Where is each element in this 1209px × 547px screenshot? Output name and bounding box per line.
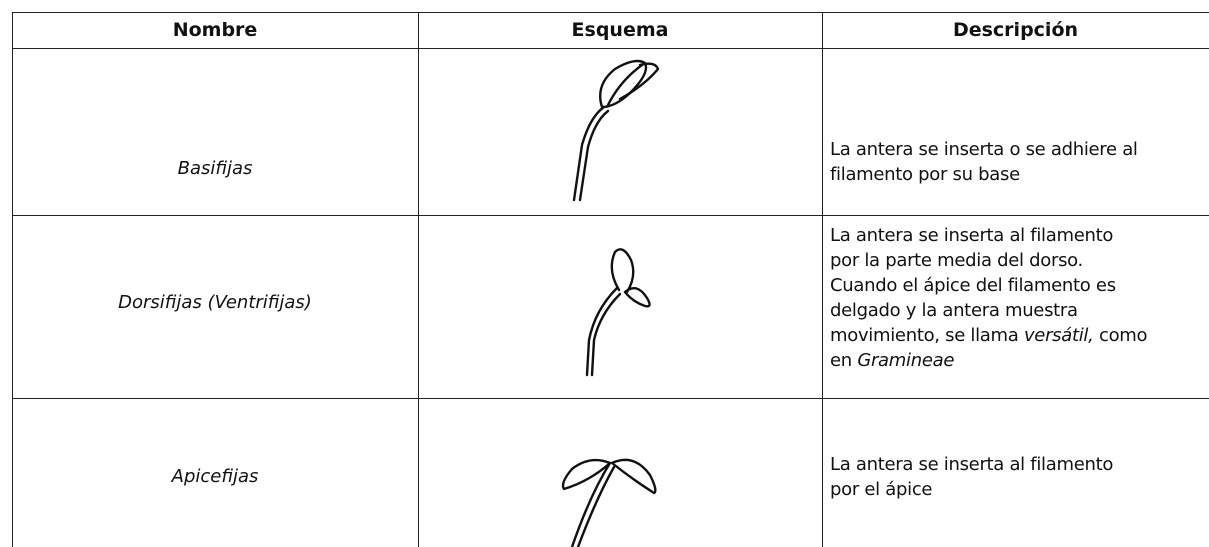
description-line: como: [1093, 325, 1148, 346]
description-line: filamento por su base: [830, 164, 1020, 185]
row-name: Dorsifijas (Ventrifijas): [118, 292, 312, 313]
table-border: [12, 215, 1209, 216]
column-header: Nombre: [172, 19, 258, 41]
description-italic: versátil,: [1023, 325, 1094, 346]
description-line: La antera se inserta al filamento: [830, 454, 1114, 475]
basifixed-sketch: [572, 59, 660, 202]
apicifixed-sketch: [561, 458, 657, 547]
description-line: por la parte media del dorso.: [830, 250, 1083, 271]
description-line: La antera se inserta al filamento: [830, 225, 1114, 246]
description-line: Cuando el ápice del filamento es: [830, 275, 1116, 296]
row-name: Basifijas: [177, 158, 253, 179]
row-name: Apicefijas: [171, 466, 259, 487]
description-line: en: [830, 350, 858, 371]
description-line: por el ápice: [830, 479, 933, 500]
table-border: [12, 12, 13, 547]
description-line: La antera se inserta o se adhiere al: [830, 139, 1138, 160]
row-description: La antera se inserta o se adhiere al fil…: [830, 137, 1138, 187]
table-border: [12, 12, 1209, 13]
description-line: movimiento, se llama: [830, 325, 1024, 346]
table-border: [822, 12, 823, 547]
description-italic: Gramineae: [857, 350, 955, 371]
column-header: Descripción: [952, 19, 1079, 41]
table-border: [12, 48, 1209, 49]
column-header: Esquema: [571, 19, 669, 41]
row-description: La antera se inserta al filamento por la…: [830, 223, 1148, 373]
table-border: [12, 398, 1209, 399]
description-line: delgado y la antera muestra: [830, 300, 1078, 321]
row-description: La antera se inserta al filamento por el…: [830, 452, 1113, 502]
dorsifixed-sketch: [585, 248, 651, 377]
table-border: [418, 12, 419, 547]
